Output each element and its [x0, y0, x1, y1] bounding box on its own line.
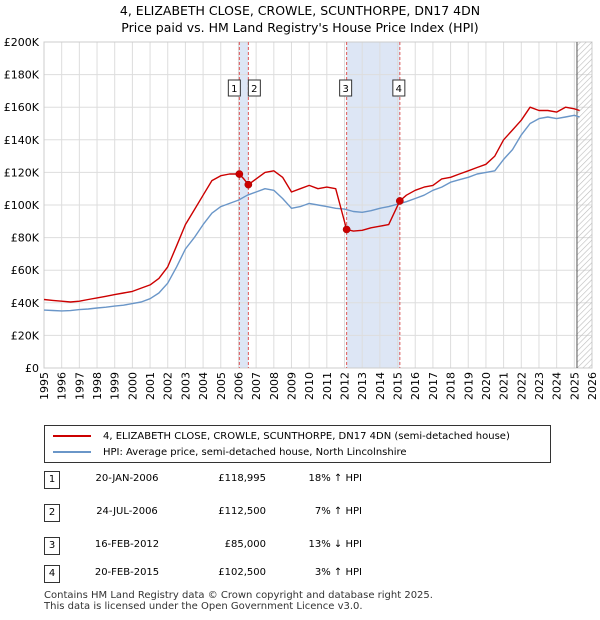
footer-line-1: Contains HM Land Registry data © Crown c…	[44, 590, 433, 601]
row-number-badge: 4	[44, 565, 60, 583]
x-tick-label: 2013	[356, 372, 369, 400]
x-tick-label: 2009	[285, 372, 298, 400]
legend-swatch-price	[53, 435, 91, 437]
future-hatch-area	[576, 42, 592, 368]
price-chart: 1 2 3 4 £0 £20K £40K £60K £80K £100K £120K £140K £1…	[4, 36, 599, 400]
x-tick-label: 2019	[462, 372, 475, 400]
y-tick-label: £140K	[4, 134, 40, 147]
row-number-badge: 2	[44, 504, 60, 522]
table-row: 3 16-FEB-2012 £85,000 13% ↓ HPI	[44, 537, 584, 557]
x-tick-label: 1996	[56, 372, 69, 400]
x-tick-label: 1995	[38, 372, 51, 400]
x-tick-label: 2021	[498, 372, 511, 400]
row-date: 24-JUL-2006	[96, 506, 158, 517]
footer-line-2: This data is licensed under the Open Gov…	[44, 601, 363, 612]
series-lines	[43, 106, 580, 312]
x-tick-label: 2011	[321, 372, 334, 400]
x-tick-label: 1998	[91, 372, 104, 400]
legend-label-hpi: HPI: Average price, semi-detached house,…	[103, 446, 407, 458]
x-tick-label: 2025	[568, 372, 581, 400]
title-line-1: 4, ELIZABETH CLOSE, CROWLE, SCUNTHORPE, …	[119, 3, 481, 18]
x-axis: 1995 1996 1997 1998 1999 2000 2001 2002 2003 2004…	[38, 372, 599, 400]
x-tick-label: 2026	[586, 372, 599, 400]
table-row: 2 24-JUL-2006 £112,500 7% ↑ HPI	[44, 504, 584, 524]
table-row: 1 20-JAN-2006 £118,995 18% ↑ HPI	[44, 471, 584, 491]
sale-point	[244, 180, 253, 189]
x-tick-label: 2024	[551, 372, 564, 400]
x-tick-label: 2002	[162, 372, 175, 400]
row-date: 20-FEB-2015	[94, 567, 160, 578]
sale-label-text: 3	[342, 84, 348, 95]
y-tick-label: £0	[25, 362, 39, 375]
sale-marker-labels: 1 2 3 4	[227, 79, 406, 97]
y-axis: £0 £20K £40K £60K £80K £100K £120K £140K £160K £1…	[4, 36, 40, 375]
x-tick-label: 2000	[126, 372, 139, 400]
row-price: £102,500	[218, 567, 266, 578]
future-hatch	[576, 42, 592, 368]
y-tick-label: £160K	[4, 101, 40, 114]
sale-label-text: 4	[396, 84, 402, 95]
row-date: 16-FEB-2012	[94, 539, 160, 550]
y-tick-label: £20K	[11, 329, 40, 342]
sale-points	[235, 170, 404, 234]
x-tick-label: 2007	[250, 372, 263, 400]
sale-point	[342, 225, 351, 234]
y-tick-label: £120K	[4, 166, 40, 179]
x-tick-label: 1999	[109, 372, 122, 400]
x-tick-label: 2020	[480, 372, 493, 400]
x-tick-label: 1997	[73, 372, 86, 400]
y-tick-label: £180K	[4, 69, 40, 82]
sale-label-box	[392, 79, 406, 97]
x-tick-label: 2006	[232, 372, 245, 400]
sale-point	[395, 197, 404, 205]
row-price: £85,000	[224, 539, 266, 550]
x-tick-label: 2008	[268, 372, 281, 400]
row-date: 20-JAN-2006	[95, 473, 159, 484]
sale-label-box	[339, 79, 353, 97]
table-row: 4 20-FEB-2015 £102,500 3% ↑ HPI	[44, 565, 584, 585]
row-hpi-change: 13% ↓ HPI	[308, 539, 362, 550]
x-tick-label: 2004	[197, 372, 210, 400]
row-hpi-change: 18% ↑ HPI	[308, 473, 362, 484]
x-tick-label: 2018	[445, 372, 458, 400]
sale-marker-lines	[238, 42, 401, 368]
sale-label-box	[247, 79, 261, 97]
row-hpi-change: 7% ↑ HPI	[314, 506, 362, 517]
x-tick-label: 2016	[409, 372, 422, 400]
y-tick-label: £60K	[11, 264, 40, 277]
sale-label-text: 1	[231, 84, 237, 95]
x-tick-label: 2010	[303, 372, 316, 400]
x-tick-label: 2014	[374, 372, 387, 400]
legend-item-hpi: HPI: Average price, semi-detached house,…	[53, 444, 407, 460]
x-tick-label: 2017	[427, 372, 440, 400]
row-price: £112,500	[218, 506, 266, 517]
price-paid-line	[43, 106, 580, 303]
legend-label-price: 4, ELIZABETH CLOSE, CROWLE, SCUNTHORPE, …	[103, 430, 510, 442]
row-number-badge: 1	[44, 471, 60, 489]
hpi-line	[43, 114, 580, 312]
footer-attribution: Contains HM Land Registry data © Crown c…	[44, 590, 433, 612]
legend-item-price: 4, ELIZABETH CLOSE, CROWLE, SCUNTHORPE, …	[53, 428, 510, 444]
x-tick-label: 2015	[392, 372, 405, 400]
y-tick-label: £200K	[4, 36, 40, 49]
x-tick-label: 2001	[144, 372, 157, 400]
row-hpi-change: 3% ↑ HPI	[314, 567, 362, 578]
x-tick-label: 2022	[515, 372, 528, 400]
sale-point	[235, 170, 244, 178]
sale-label-text: 2	[251, 84, 257, 95]
y-tick-label: £80K	[11, 232, 40, 245]
legend: 4, ELIZABETH CLOSE, CROWLE, SCUNTHORPE, …	[44, 425, 551, 463]
chart-title: 4, ELIZABETH CLOSE, CROWLE, SCUNTHORPE, …	[0, 2, 600, 36]
row-number-badge: 3	[44, 537, 60, 555]
x-tick-label: 2005	[215, 372, 228, 400]
y-tick-label: £40K	[11, 297, 40, 310]
x-tick-label: 2003	[179, 372, 192, 400]
sale-label-box	[227, 79, 241, 97]
row-price: £118,995	[218, 473, 266, 484]
y-tick-label: £100K	[4, 199, 40, 212]
legend-swatch-hpi	[53, 451, 91, 453]
x-tick-label: 2023	[533, 372, 546, 400]
title-line-2: Price paid vs. HM Land Registry's House …	[121, 20, 479, 35]
x-tick-label: 2012	[339, 372, 352, 400]
